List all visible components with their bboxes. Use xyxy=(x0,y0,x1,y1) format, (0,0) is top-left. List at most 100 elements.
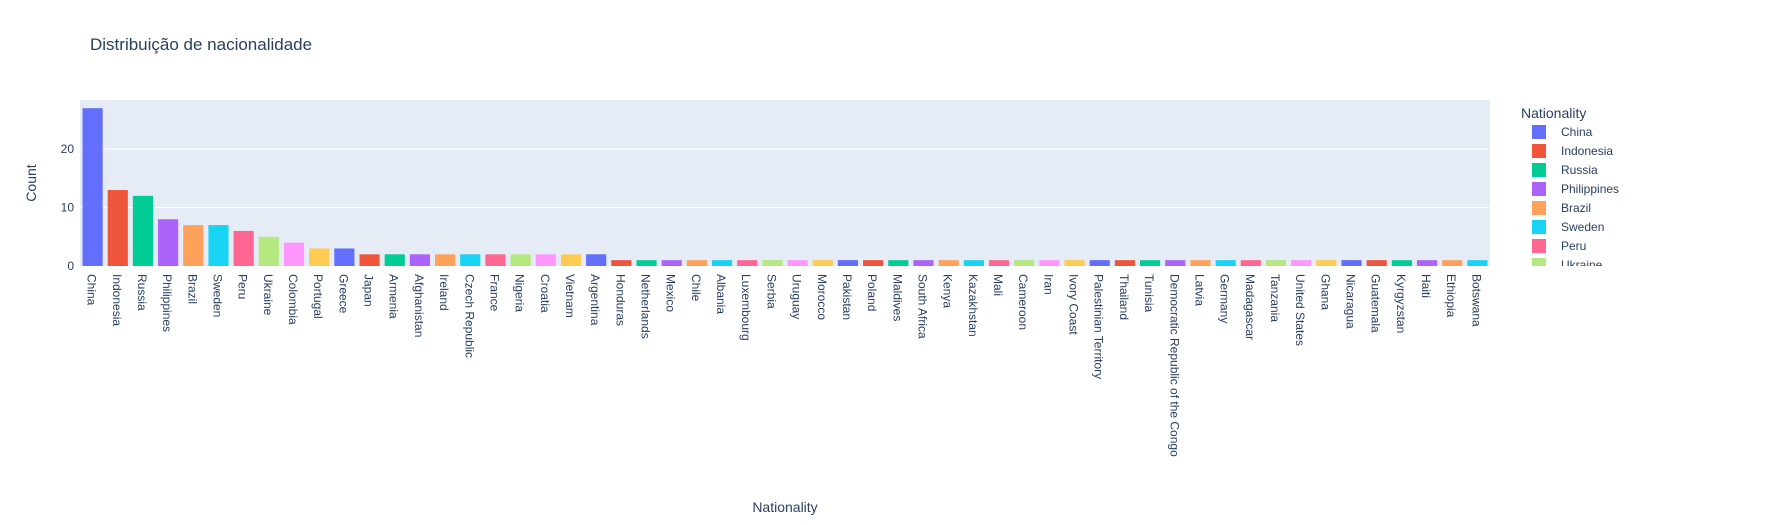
bar-cameroon[interactable] xyxy=(1014,260,1035,266)
bar-netherlands[interactable] xyxy=(636,260,657,266)
legend-item-peru[interactable]: Peru xyxy=(1532,239,1586,253)
bar-nigeria[interactable] xyxy=(510,254,531,266)
legend-label: Indonesia xyxy=(1561,144,1613,158)
x-tick-label: South Africa xyxy=(915,274,929,339)
bar-albania[interactable] xyxy=(711,260,733,266)
x-tick-label: Morocco xyxy=(815,274,829,320)
bar-mali[interactable] xyxy=(988,260,1010,266)
bar-ethiopia[interactable] xyxy=(1442,260,1463,266)
legend-label: China xyxy=(1561,125,1593,139)
x-axis-title: Nationality xyxy=(752,499,817,515)
x-tick-label: Croatia xyxy=(538,274,552,313)
bar-china[interactable] xyxy=(82,108,103,266)
bar-france[interactable] xyxy=(485,254,506,266)
x-tick-label: Japan xyxy=(362,274,376,307)
bar-nicaragua[interactable] xyxy=(1341,260,1362,266)
legend-item-china[interactable]: China xyxy=(1532,125,1593,139)
legend-label: Sweden xyxy=(1561,220,1604,234)
bar-armenia[interactable] xyxy=(384,254,405,266)
x-tick-label: Pakistan xyxy=(840,274,854,320)
bar-sweden[interactable] xyxy=(208,225,229,266)
x-tick-label: Kazakhstan xyxy=(966,274,980,337)
bar-philippines[interactable] xyxy=(158,219,179,266)
x-tick-label: China xyxy=(85,274,99,306)
bar-chile[interactable] xyxy=(686,260,707,266)
gridlines xyxy=(80,148,1490,209)
bar-uruguay[interactable] xyxy=(787,260,808,266)
x-tick-label: Argentina xyxy=(588,274,602,326)
bar-democratic-republic-of-the-congo[interactable] xyxy=(1165,260,1186,266)
bars xyxy=(82,108,1488,266)
legend-swatch xyxy=(1532,258,1546,266)
chart-title: Distribuição de nacionalidade xyxy=(90,35,312,54)
bar-argentina[interactable] xyxy=(586,254,607,266)
bar-brazil[interactable] xyxy=(183,225,204,266)
bar-ivory-coast[interactable] xyxy=(1064,260,1085,266)
legend-item-sweden[interactable]: Sweden xyxy=(1532,220,1604,234)
bar-morocco[interactable] xyxy=(812,260,833,266)
bar-pakistan[interactable] xyxy=(837,260,859,266)
bar-united-states[interactable] xyxy=(1291,260,1312,266)
legend-item-ukraine[interactable]: Ukraine xyxy=(1532,258,1603,272)
bar-poland[interactable] xyxy=(863,260,884,266)
bar-russia[interactable] xyxy=(132,195,154,266)
legend-item-brazil[interactable]: Brazil xyxy=(1532,201,1591,215)
x-tick-label: Portugal xyxy=(311,274,325,319)
bar-tanzania[interactable] xyxy=(1265,260,1287,266)
legend-label: Peru xyxy=(1561,239,1586,253)
bar-ireland[interactable] xyxy=(435,254,456,266)
legend-item-indonesia[interactable]: Indonesia xyxy=(1532,144,1613,158)
x-tick-label: Mexico xyxy=(664,274,678,312)
bar-peru[interactable] xyxy=(233,230,254,266)
bar-tunisia[interactable] xyxy=(1140,260,1161,266)
y-tick-label: 0 xyxy=(67,259,74,273)
bar-kyrgyzstan[interactable] xyxy=(1391,260,1412,266)
legend-item-philippines[interactable]: Philippines xyxy=(1532,182,1619,196)
bar-croatia[interactable] xyxy=(535,254,556,266)
bar-serbia[interactable] xyxy=(762,260,783,266)
x-tick-label: Madagascar xyxy=(1243,274,1257,340)
bar-haiti[interactable] xyxy=(1416,260,1438,266)
bar-colombia[interactable] xyxy=(283,242,305,266)
bar-kazakhstan[interactable] xyxy=(963,260,984,266)
bar-czech-republic[interactable] xyxy=(460,254,481,266)
bar-germany[interactable] xyxy=(1215,260,1236,266)
bar-indonesia[interactable] xyxy=(107,190,128,266)
x-tick-label: Guatemala xyxy=(1369,274,1383,333)
bar-iran[interactable] xyxy=(1039,260,1060,266)
bar-maldives[interactable] xyxy=(888,260,909,266)
x-tick-label: Greece xyxy=(336,274,350,314)
bar-honduras[interactable] xyxy=(611,260,632,266)
bar-afghanistan[interactable] xyxy=(409,254,430,266)
x-tick-label: Ireland xyxy=(437,274,451,311)
x-tick-label: United States xyxy=(1293,274,1307,346)
bar-madagascar[interactable] xyxy=(1240,260,1261,266)
x-tick-label: Philippines xyxy=(160,274,174,332)
legend-item-russia[interactable]: Russia xyxy=(1532,163,1598,177)
bar-portugal[interactable] xyxy=(309,248,330,266)
bar-thailand[interactable] xyxy=(1114,260,1135,266)
bar-latvia[interactable] xyxy=(1190,260,1211,266)
x-tick-label: Mali xyxy=(991,274,1005,296)
bar-japan[interactable] xyxy=(359,254,380,266)
bar-ukraine[interactable] xyxy=(258,236,279,266)
bar-palestinian-territory[interactable] xyxy=(1089,260,1110,266)
bar-guatemala[interactable] xyxy=(1366,260,1387,266)
bar-ghana[interactable] xyxy=(1316,260,1337,266)
bar-botswana[interactable] xyxy=(1467,260,1488,266)
bar-kenya[interactable] xyxy=(938,260,959,266)
y-tick-labels: 0 10 20 xyxy=(61,142,75,273)
bar-vietnam[interactable] xyxy=(560,254,582,266)
y-axis-title: Count xyxy=(23,164,39,201)
bar-greece[interactable] xyxy=(334,248,355,266)
legend-label: Brazil xyxy=(1561,201,1591,215)
x-tick-label: Cameroon xyxy=(1016,274,1030,330)
bar-south-africa[interactable] xyxy=(913,260,934,266)
bar-luxembourg[interactable] xyxy=(737,260,758,266)
legend-swatch xyxy=(1532,239,1546,253)
x-tick-label: Kenya xyxy=(941,274,955,308)
x-tick-label: Russia xyxy=(135,274,149,311)
bar-mexico[interactable] xyxy=(661,260,682,266)
x-tick-label: Luxembourg xyxy=(739,274,753,341)
